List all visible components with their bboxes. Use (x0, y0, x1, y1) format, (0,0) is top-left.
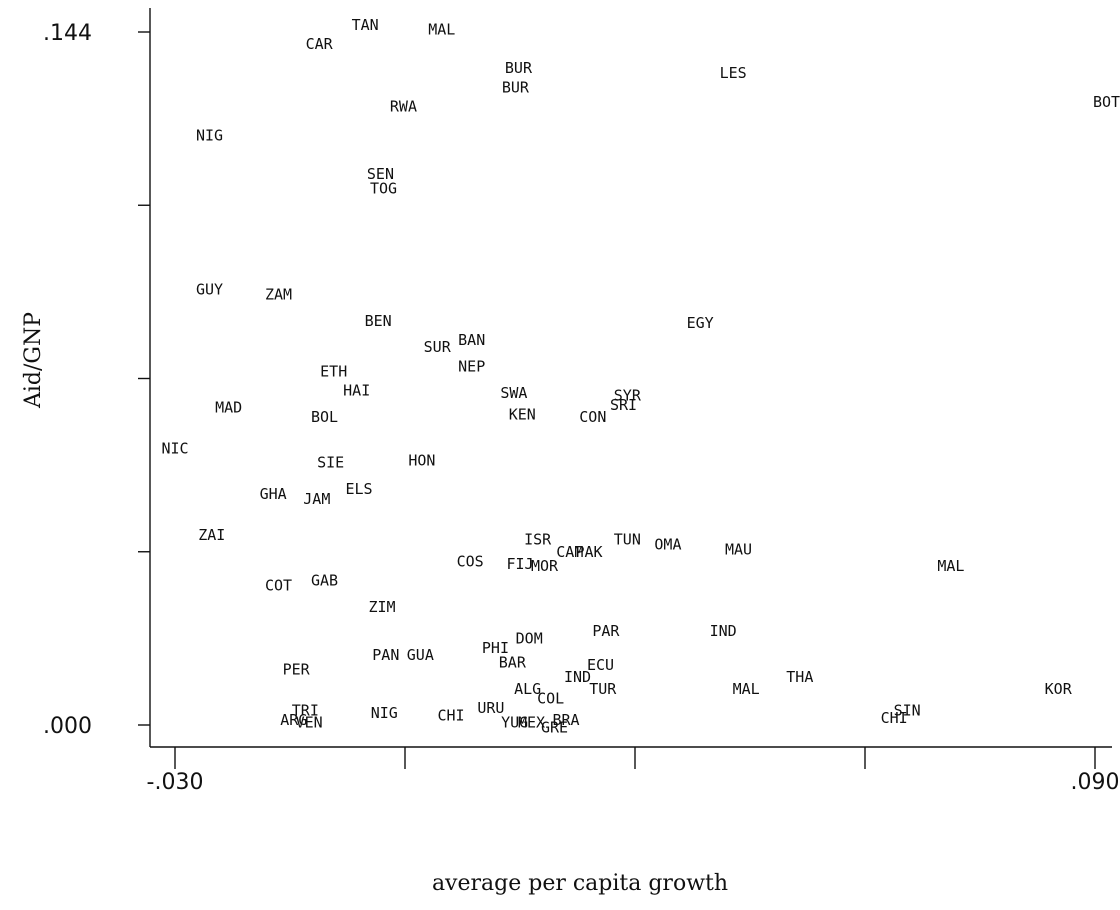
data-point-label: MOR (531, 557, 559, 575)
data-point-label: BOL (311, 408, 338, 426)
data-point-label: NIG (371, 704, 398, 722)
data-point-label: SIE (317, 454, 344, 472)
data-point-label: GUY (196, 280, 223, 298)
data-point-label: DOM (516, 629, 543, 647)
data-point-label: COS (457, 552, 484, 570)
data-point-label: ZAI (198, 526, 225, 544)
plot-frame (149, 8, 1112, 748)
data-point-label: BAN (458, 331, 485, 349)
x-tick-label: .090 (1071, 770, 1120, 795)
data-point-label: ELS (345, 480, 372, 498)
data-point-label: BOT (1093, 93, 1120, 111)
data-point-label: RWA (390, 98, 417, 116)
data-point-label: PAK (575, 543, 602, 561)
data-point-label: EGY (687, 314, 714, 332)
data-point-label: TOG (370, 179, 397, 197)
data-point-label: IND (710, 622, 737, 640)
data-point-label: GRE (541, 718, 568, 736)
data-point-label: PER (283, 661, 311, 679)
data-point-label: MAL (937, 557, 964, 575)
x-axis-ticks: -.030 .090 (147, 747, 1120, 795)
x-tick-label: -.030 (147, 770, 204, 795)
data-point-label: CHI (437, 706, 464, 724)
data-point-label: TRI (292, 702, 319, 720)
data-point-label: IND (564, 668, 591, 686)
data-point-label: CAM (556, 543, 583, 561)
data-point-label: HAI (343, 382, 370, 400)
data-point-label: CHI (881, 709, 908, 727)
data-point-label: ARG (280, 711, 307, 729)
data-point-label: FIJ (506, 555, 533, 573)
y-tick-label: .144 (43, 21, 92, 46)
data-point-label: SRI (610, 396, 637, 414)
y-axis-ticks: .000 .144 (43, 21, 150, 739)
data-point-label: LES (720, 64, 747, 82)
data-point-label: KOR (1045, 680, 1073, 698)
data-point-label: PHI (482, 639, 509, 657)
data-point-label: BRA (552, 711, 579, 729)
data-point-label: THA (786, 668, 813, 686)
data-point-label: ZAM (265, 285, 292, 303)
data-point-label: GUA (407, 646, 434, 664)
data-point-label: SUR (424, 338, 452, 356)
y-tick-label: .000 (43, 714, 92, 739)
data-point-label: VEN (296, 714, 323, 732)
data-point-label: SWA (500, 384, 527, 402)
data-point-label: TUN (614, 531, 641, 549)
data-point-label: SYR (614, 386, 642, 404)
data-point-label: BUR (505, 59, 533, 77)
data-point-label: MAL (428, 21, 455, 39)
data-point-label: MAD (215, 398, 242, 416)
data-point-label: MAL (733, 680, 760, 698)
data-point-label: ALG (514, 680, 541, 698)
data-point-label: KEN (509, 406, 536, 424)
data-point-label: ISR (524, 531, 552, 549)
data-point-label: ZIM (368, 598, 395, 616)
data-point-label: SEN (367, 165, 394, 183)
data-point-label: CAR (306, 35, 334, 53)
data-point-label: JAM (303, 490, 330, 508)
data-point-label: NEP (458, 357, 485, 375)
data-point-label: BAR (499, 653, 527, 671)
data-point-label: PAN (372, 646, 399, 664)
data-point-label: NIG (196, 126, 223, 144)
data-point-label: BUR (502, 78, 530, 96)
data-point-label: SIN (894, 702, 921, 720)
data-point-label: HON (408, 451, 435, 469)
data-point-label: TUR (589, 680, 617, 698)
data-point-label: NIC (161, 439, 188, 457)
data-point-label: GAB (311, 572, 338, 590)
x-axis-title: average per capita growth (432, 871, 728, 896)
data-point-label: YUG (501, 714, 528, 732)
data-point-label: TAN (352, 16, 379, 34)
data-point-label: URU (477, 699, 504, 717)
data-point-label: COL (537, 690, 564, 708)
data-point-label: CON (579, 408, 606, 426)
y-axis-title: Aid/GNP (21, 312, 46, 409)
data-point-label: GHA (260, 485, 287, 503)
data-point-label: MAU (725, 540, 752, 558)
data-point-label: COT (265, 576, 292, 594)
data-point-label: ECU (587, 656, 614, 674)
data-point-label: PAR (592, 622, 620, 640)
data-point-label: MEX (518, 714, 545, 732)
data-point-label: OMA (654, 536, 681, 554)
data-point-label: BEN (365, 312, 392, 330)
data-point-label: ETH (320, 362, 347, 380)
